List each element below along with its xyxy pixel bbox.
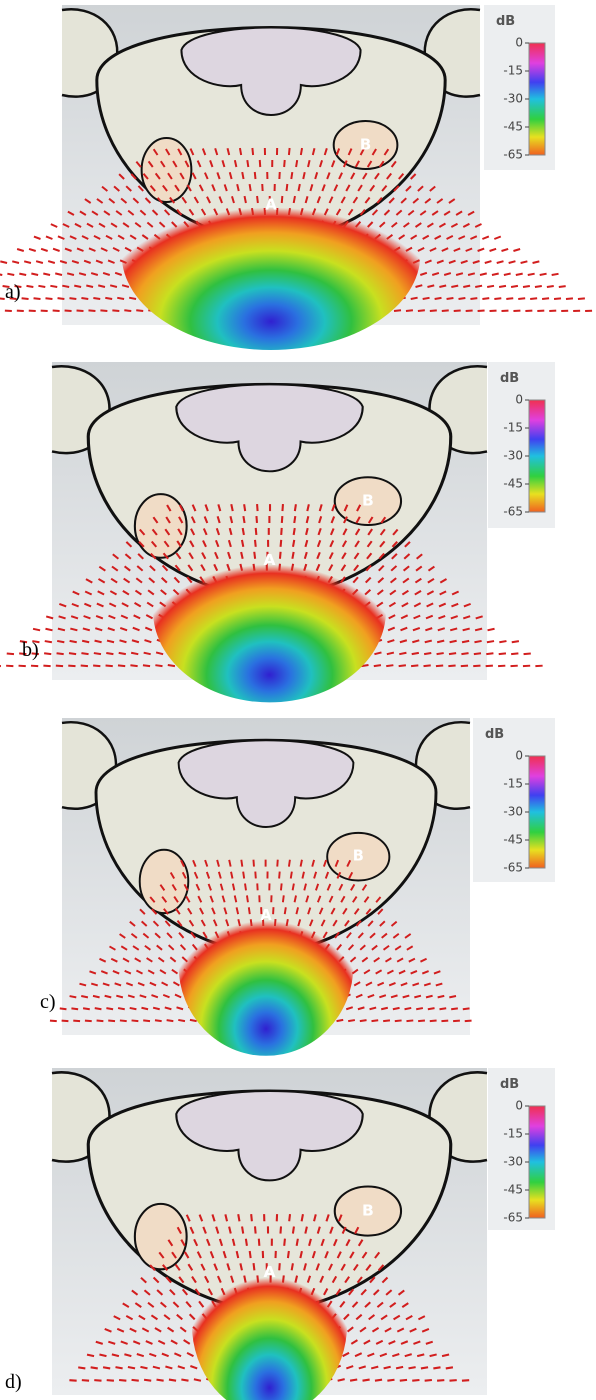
spine	[175, 383, 364, 473]
organ-left	[138, 848, 190, 915]
colorbar: dB 0 -15 -30 -45 -65	[488, 362, 555, 528]
marker-label: A	[265, 195, 277, 213]
colorbar-unit: dB	[485, 727, 504, 742]
field-intensity	[121, 160, 421, 350]
colorbar-unit: dB	[496, 14, 515, 29]
colorbar-tick-label: 0	[515, 36, 523, 50]
panel-label: b)	[22, 639, 39, 661]
simulation-image: AB	[51, 1068, 488, 1400]
colorbar: dB 0 -15 -30 -45 -65	[488, 1068, 555, 1230]
colorbar-tick-label: -65	[503, 861, 523, 875]
colorbar-gradient	[528, 755, 546, 869]
colorbar-gradient	[528, 399, 546, 513]
colorbar-tick-label: -15	[503, 64, 523, 78]
marker-label: B	[362, 492, 374, 510]
simulation-image: AB	[0, 362, 543, 703]
organ-left	[133, 1202, 188, 1271]
panel-label: a)	[5, 281, 21, 303]
marker-label: A	[263, 1263, 275, 1281]
simulation-image: AB	[49, 718, 472, 1056]
organ-b	[333, 1185, 403, 1237]
colorbar-unit: dB	[500, 1077, 519, 1092]
field-intensity	[178, 875, 354, 1056]
colorbar-tick-label: -45	[503, 1183, 523, 1197]
marker-label: A	[263, 551, 275, 569]
colorbar-tick-label: -15	[503, 421, 523, 435]
colorbar-tick-label: -30	[503, 92, 523, 106]
organ-b	[332, 120, 399, 170]
marker-label: B	[362, 1202, 374, 1220]
spine	[180, 26, 362, 116]
colorbar-tick-label: -30	[503, 805, 523, 819]
colorbar-tick-label: 0	[515, 749, 523, 763]
colorbar-unit: dB	[500, 371, 519, 386]
spine	[177, 739, 355, 828]
field-intensity	[191, 1231, 348, 1400]
simulation-image: AB	[0, 5, 593, 350]
marker-label: B	[353, 848, 364, 865]
colorbar: dB 0 -15 -30 -45 -65	[473, 718, 555, 882]
colorbar-tick-label: -45	[503, 120, 523, 134]
marker-label: A	[260, 907, 272, 924]
organ-b	[326, 831, 391, 882]
organ-left	[133, 493, 188, 559]
colorbar-gradient	[528, 1105, 546, 1219]
colorbar-tick-label: 0	[515, 393, 523, 407]
field-intensity	[152, 518, 387, 703]
colorbar-tick-label: -15	[503, 1127, 523, 1141]
panel-label: c)	[40, 991, 56, 1013]
spine	[175, 1089, 364, 1182]
colorbar-tick-label: 0	[515, 1099, 523, 1113]
colorbar-tick-label: -45	[503, 477, 523, 491]
colorbar-tick-label: -45	[503, 833, 523, 847]
colorbar-tick-label: -30	[503, 449, 523, 463]
colorbar-tick-label: -65	[503, 148, 523, 162]
colorbar-tick-label: -30	[503, 1155, 523, 1169]
organ-b	[333, 476, 403, 526]
colorbar-tick-label: -65	[503, 1211, 523, 1225]
colorbar-tick-label: -65	[503, 505, 523, 519]
panel-label: d)	[5, 1371, 22, 1393]
colorbar-tick-label: -15	[503, 777, 523, 791]
colorbar: dB0 -15 -30 -45 -65	[484, 5, 555, 170]
colorbar-gradient	[528, 42, 546, 156]
marker-label: B	[360, 135, 371, 153]
